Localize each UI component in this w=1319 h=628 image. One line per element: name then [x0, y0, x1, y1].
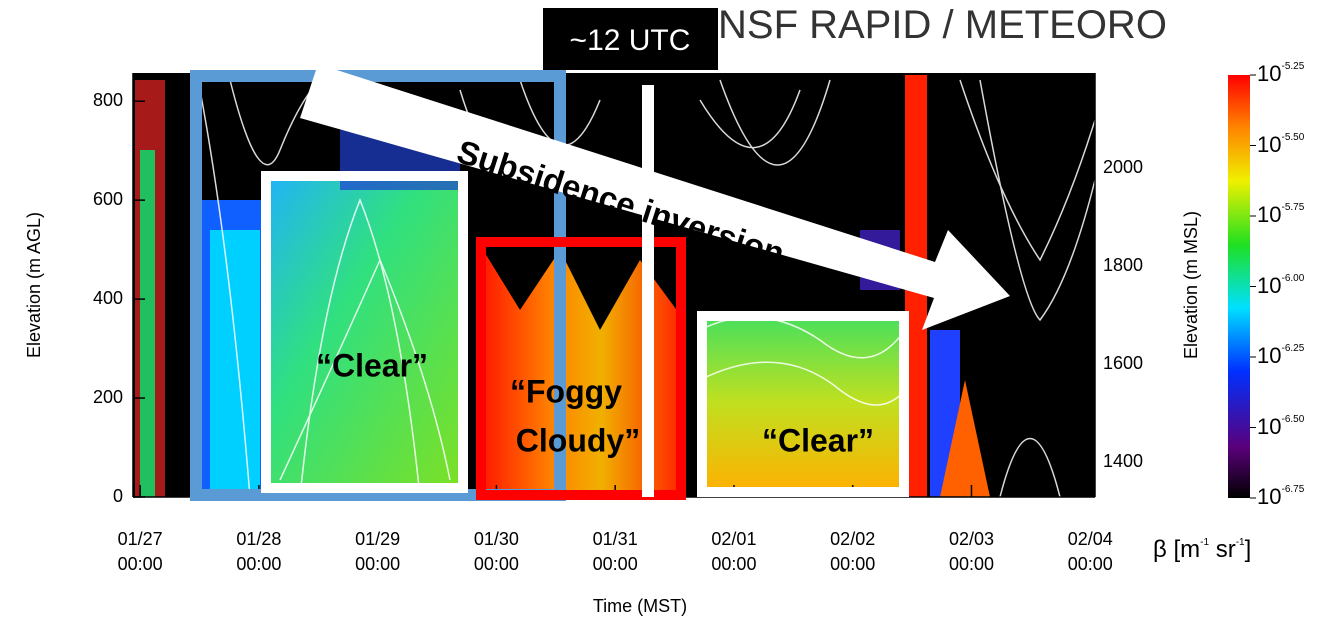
- y-axis-label: Elevation (m AGL): [24, 212, 44, 358]
- y2-tick-label: 2000: [1103, 157, 1143, 177]
- colorbar-base: 10: [1257, 413, 1282, 439]
- colorbar-base: 10: [1257, 484, 1282, 509]
- colorbar-base: 10: [1257, 272, 1282, 298]
- annotation: “Clear”: [316, 347, 428, 383]
- colorbar-exponent: -6.75: [1281, 484, 1305, 495]
- colorbar-tick-label: 10-5.50: [1257, 132, 1304, 158]
- x-tick-label: 01/29 00:00: [355, 529, 401, 574]
- x-axis-label: Time (MST): [593, 596, 687, 616]
- colorbar-tick-label: 10-6.75: [1257, 484, 1304, 510]
- colorbar-label-part: -1: [1200, 537, 1210, 548]
- colorbar: [1228, 75, 1250, 498]
- colorbar-label-part: sr: [1209, 536, 1236, 563]
- x-tick-label: 02/03 00:00: [948, 529, 994, 574]
- colorbar-exponent: -5.25: [1281, 61, 1305, 72]
- y2-axis-label: Elevation (m MSL): [1181, 211, 1201, 359]
- colorbar-base: 10: [1257, 131, 1282, 157]
- y-tick-label: 400: [93, 288, 123, 308]
- y2-tick-label: 1400: [1103, 451, 1143, 471]
- annotation: “Foggy: [510, 373, 622, 409]
- x-tick-label: 01/27 00:00: [117, 529, 163, 574]
- y-tick-label: 0: [113, 486, 123, 506]
- colorbar-label-part: β [m: [1153, 536, 1201, 563]
- y2-tick-label: 1800: [1103, 255, 1143, 275]
- y-tick-label: 600: [93, 189, 123, 209]
- x-tick-label: 01/31 00:00: [592, 529, 638, 574]
- annotation: Cloudy”: [516, 422, 640, 458]
- x-tick-label: 02/01 00:00: [711, 529, 757, 574]
- colorbar-tick-label: 10-6.25: [1257, 343, 1304, 369]
- colorbar-label: β [m-1 sr-1]: [1153, 536, 1251, 564]
- y-tick-label: 800: [93, 90, 123, 110]
- colorbar-tick-label: 10-6.50: [1257, 414, 1304, 440]
- x-tick-label: 01/30 00:00: [473, 529, 519, 574]
- x-tick-label: 01/28 00:00: [236, 529, 282, 574]
- colorbar-tick-label: 10-6.00: [1257, 273, 1304, 299]
- colorbar-label-part: -1: [1235, 537, 1245, 548]
- y-tick-label: 200: [93, 387, 123, 407]
- colorbar-exponent: -6.00: [1281, 272, 1305, 284]
- colorbar-tick-label: 10-5.25: [1257, 61, 1304, 87]
- colorbar-base: 10: [1257, 61, 1282, 86]
- annotation: “Clear”: [762, 422, 874, 458]
- colorbar-label-part: ]: [1244, 536, 1252, 563]
- colorbar-exponent: -6.50: [1281, 413, 1305, 425]
- colorbar-tick-label: 10-5.75: [1257, 202, 1304, 228]
- x-tick-label: 02/04 00:00: [1067, 529, 1113, 574]
- colorbar-base: 10: [1257, 202, 1282, 227]
- x-tick-label: 02/02 00:00: [830, 529, 876, 574]
- colorbar-base: 10: [1257, 343, 1282, 368]
- colorbar-exponent: -6.25: [1281, 343, 1305, 354]
- y2-tick-label: 1600: [1103, 353, 1143, 373]
- title: NSF RAPID / METEORO: [718, 3, 1167, 47]
- axes: 0 200 400 600 800 1400 1600 1800 2000: [93, 73, 1256, 506]
- annotation: ~12 UTC: [570, 24, 691, 57]
- colorbar-exponent: -5.75: [1281, 202, 1305, 213]
- colorbar-exponent: -5.50: [1281, 131, 1305, 143]
